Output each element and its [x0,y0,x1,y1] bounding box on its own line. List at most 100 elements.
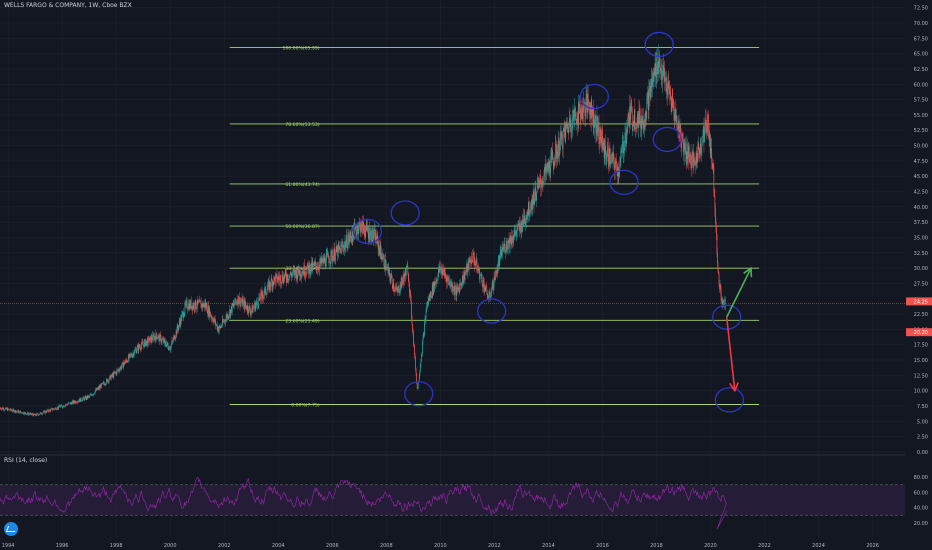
candle-body [575,118,577,121]
candle-body [536,183,538,193]
candle-body [551,152,553,155]
candle-body [348,234,350,241]
candle-body [405,270,407,276]
candle-body [25,412,26,414]
candle-body [636,123,637,126]
tradingview-logo-icon[interactable] [4,522,18,536]
candle-body [445,274,447,278]
candle-body [465,270,467,272]
candle-body [477,267,479,270]
y-tick-label: 15.00 [914,358,928,364]
candle-body [36,413,38,416]
candle-body [582,107,583,119]
candle-body [106,379,107,384]
candle-body [562,146,563,149]
candle-body [268,280,269,283]
candle-body [392,283,394,288]
candle-body [607,147,609,150]
candle-body [440,268,441,271]
candle-body [407,265,409,275]
candle-body [689,154,691,156]
candle-body [152,334,154,336]
candle-body [358,229,359,235]
candle-body [512,240,514,243]
candle-body [239,297,241,306]
candle-body [251,310,252,313]
candle-body [542,180,544,184]
candle-body [262,295,264,299]
candle-body [321,257,322,263]
candle-body [478,267,480,272]
candle-body [70,402,72,405]
candle-body [330,250,332,262]
candle-body [87,396,89,399]
candle-body [505,250,507,252]
candle-body [550,156,552,174]
annotation-circle [352,218,383,245]
candle-body [375,233,377,241]
candle-body [300,275,302,277]
candle-body [355,226,357,232]
candle-body [247,311,249,313]
candle-body [420,356,422,362]
candle-body [254,302,256,311]
candle-body [389,270,390,277]
candle-body [270,278,272,288]
candle-body [546,163,548,168]
candle-body [201,304,202,308]
x-tick-label: 2024 [812,543,825,549]
candle-body [422,343,423,354]
candle-body [597,129,599,133]
candle-body [282,274,283,281]
candle-body [47,409,49,411]
candle-body [158,335,159,339]
candle-body [506,240,508,248]
candle-body [375,233,376,243]
candle-body [83,397,84,399]
candle-body [329,262,331,264]
candle-body [683,144,685,156]
candle-body [606,149,608,157]
candle-body [511,236,513,243]
candle-body [671,98,673,101]
candle-body [552,152,554,159]
y-tick-label: 35.00 [914,235,928,241]
candle-body [456,287,458,296]
candle-body [22,412,24,414]
candle-body [605,150,607,160]
candle-body [438,268,439,275]
candle-body [198,301,199,303]
candle-body [612,153,613,163]
candle-body [688,146,689,157]
candle-body [60,405,62,407]
candle-body [566,123,568,127]
candle-body [707,114,708,133]
candle-body [382,255,384,260]
candle-body [111,374,113,377]
candle-body [119,370,120,371]
candle-body [271,278,273,281]
candle-body [415,369,417,375]
candle-body [156,336,158,339]
candle-body [408,278,410,284]
candle-body [250,310,251,315]
candle-body [449,283,451,287]
candle-body [715,208,716,221]
candle-body [245,305,247,309]
candle-body [15,410,16,413]
candle-body [177,328,179,330]
candle-body [72,400,74,402]
candle-body [454,289,456,295]
candle-body [99,385,101,388]
candle-body [579,105,581,113]
price-tag-second [906,328,932,337]
fib-level-label: 23.60%(21.49) [285,318,319,324]
candle-body [628,117,630,127]
candle-body [289,275,290,280]
candle-body [97,388,99,390]
candle-body [494,276,495,281]
candle-body [391,274,393,279]
candle-body [464,272,465,280]
candle-body [516,229,518,232]
